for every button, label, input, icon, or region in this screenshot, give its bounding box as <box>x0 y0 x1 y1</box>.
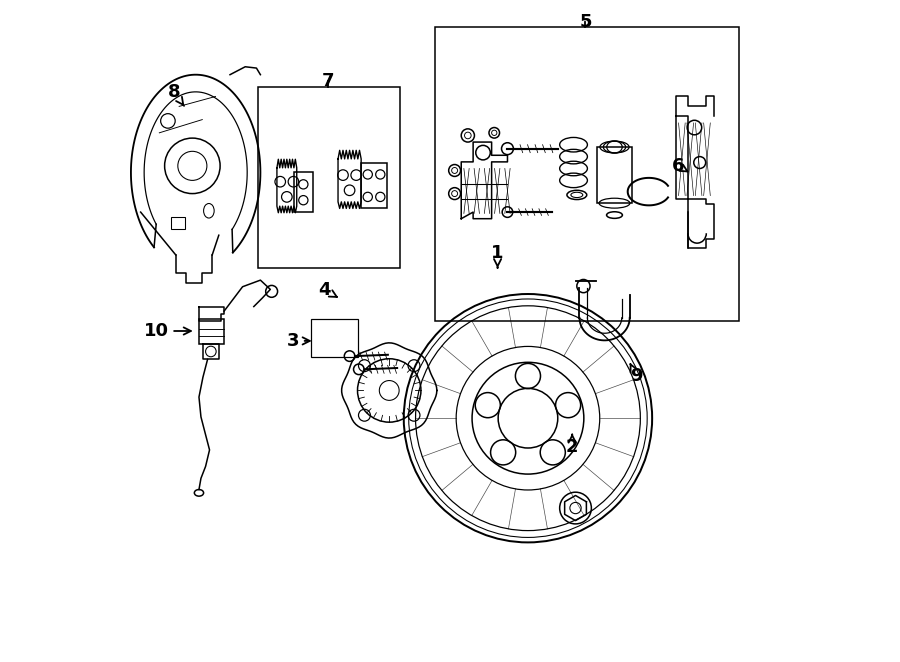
Bar <box>199 319 224 344</box>
Text: 9: 9 <box>630 364 643 385</box>
Bar <box>171 216 185 228</box>
Text: 7: 7 <box>321 72 334 90</box>
Text: 2: 2 <box>566 434 579 455</box>
Bar <box>598 147 632 203</box>
Bar <box>362 164 387 208</box>
Bar <box>294 173 312 212</box>
Text: 3: 3 <box>286 332 310 350</box>
Text: 8: 8 <box>167 83 184 106</box>
Text: 5: 5 <box>580 13 591 31</box>
Text: 4: 4 <box>319 281 337 299</box>
Text: 6: 6 <box>671 157 688 175</box>
Text: 10: 10 <box>143 322 191 340</box>
Text: 1: 1 <box>491 244 504 267</box>
Bar <box>436 27 739 321</box>
Bar <box>311 319 357 357</box>
Bar <box>258 87 400 268</box>
